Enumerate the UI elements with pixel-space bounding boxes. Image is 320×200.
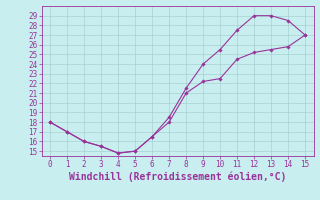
X-axis label: Windchill (Refroidissement éolien,°C): Windchill (Refroidissement éolien,°C) xyxy=(69,172,286,182)
